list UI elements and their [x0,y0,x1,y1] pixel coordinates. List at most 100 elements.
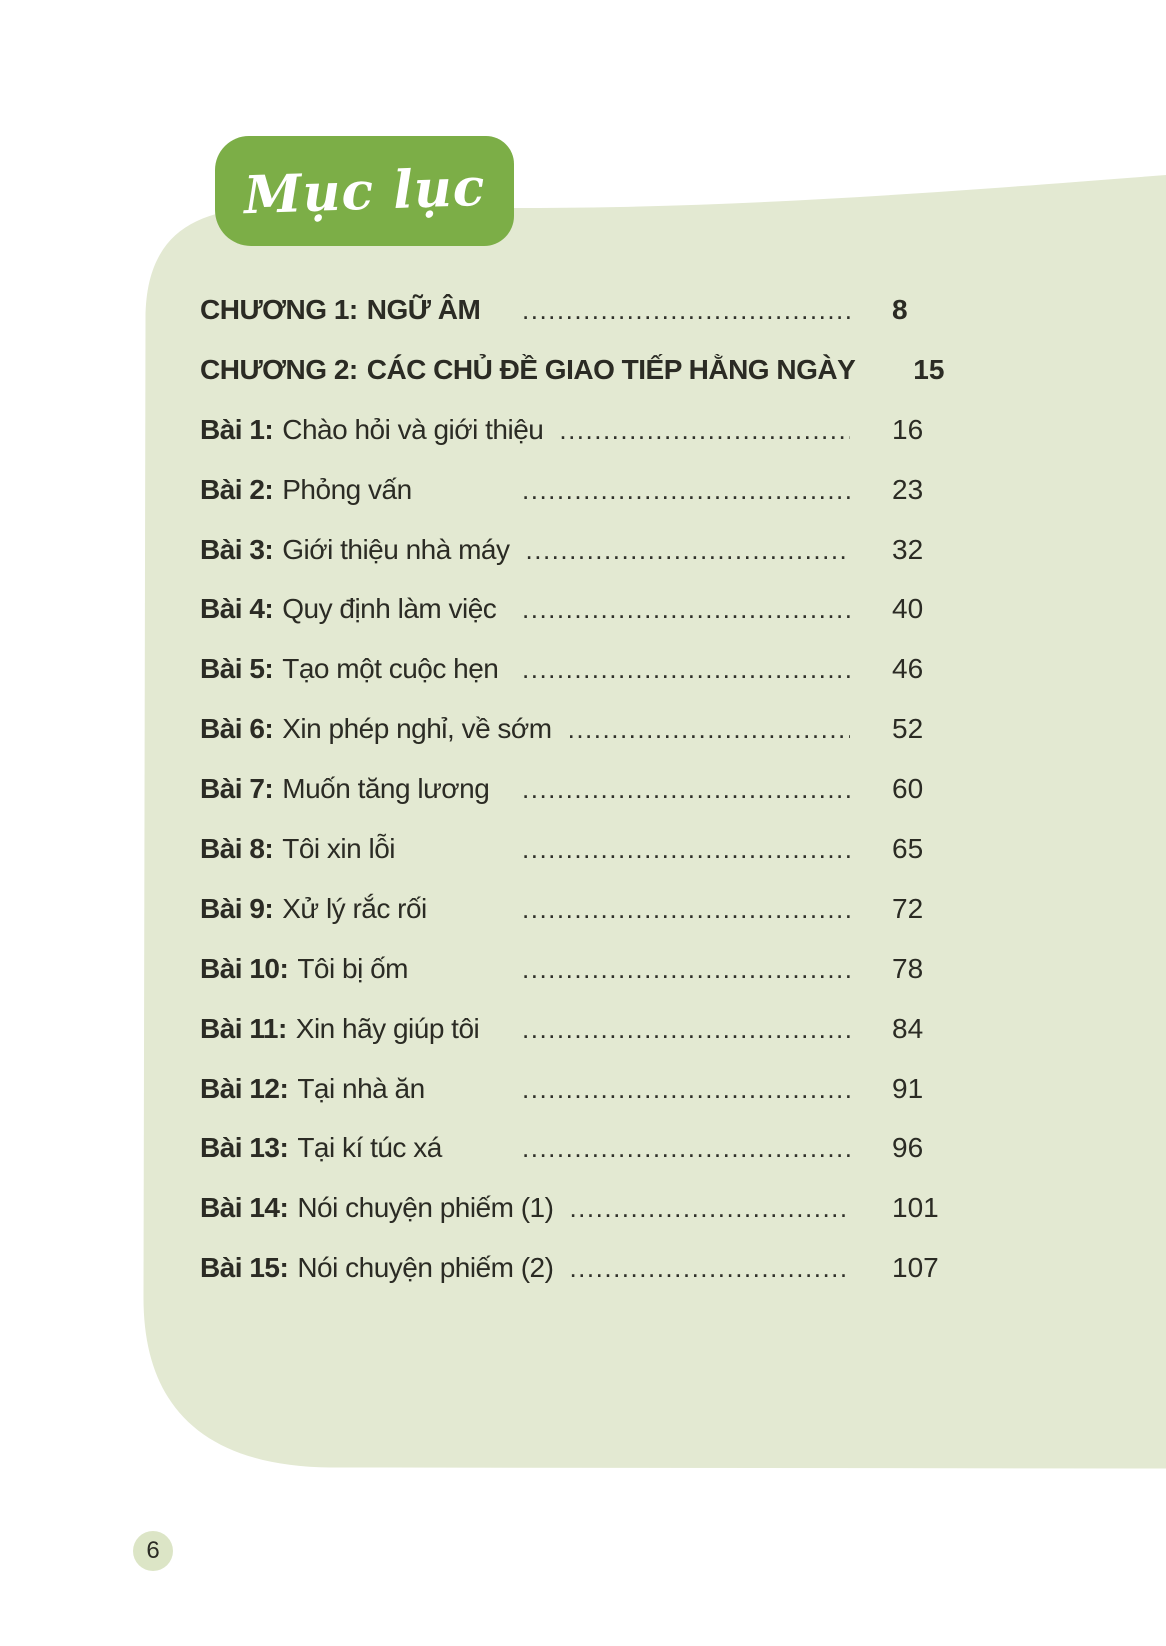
toc-entry-label: Bài 6: Xin phép nghỉ, về sớm [200,699,558,759]
toc-entry-prefix: Bài 2: [200,473,274,505]
dot-leader [569,1238,850,1299]
toc-title: Mục lục [242,156,487,226]
toc-entry: Bài 14:Nói chuyện phiếm (1) 101 [200,1178,960,1238]
toc-entry-page-number: 16 [892,413,924,445]
toc-entry-title: Muốn tăng lương [282,773,490,805]
toc-entry-label: Bài 5: Tạo một cuộc hẹn [200,639,512,699]
dot-leader [526,520,851,581]
toc-entry: Bài 4:Quy định làm việc 40 [200,579,960,639]
toc-entry: Bài 5:Tạo một cuộc hẹn 46 [200,639,960,699]
toc-entry: Bài 8:Tôi xin lỗi 65 [200,819,960,879]
toc-list: CHƯƠNG 1: NGỮ ÂM 8 CHƯƠNG 2:CÁC CHỦ ĐỀ GI… [200,280,960,1298]
dot-leader [522,879,850,940]
toc-entry-title: Xử lý rắc rối [282,892,427,924]
toc-entry-title: Phỏng vấn [282,473,412,505]
toc-entry: Bài 3:Giới thiệu nhà máy 32 [200,520,960,580]
dot-leader [522,939,850,1000]
toc-entry: CHƯƠNG 1: NGỮ ÂM 8 [200,280,960,340]
toc-entry-prefix: Bài 15: [200,1252,289,1284]
dot-leader [522,579,850,640]
toc-entry-page-number: 32 [892,533,924,565]
toc-entry-label: CHƯƠNG 2: CÁC CHỦ ĐỀ GIAO TIẾP HẰNG NGÀY [200,340,861,400]
toc-entry-label: Bài 14: Nói chuyện phiếm (1) [200,1178,559,1238]
toc-entry-prefix: Bài 10: [200,952,289,984]
toc-entry-prefix: Bài 4: [200,593,274,625]
toc-entry-label: Bài 7: Muốn tăng lương [200,759,512,819]
toc-entry-prefix: Bài 6: [200,713,274,745]
toc-entry-prefix: Bài 13: [200,1132,289,1164]
toc-entry-page-number: 52 [892,713,924,745]
toc-entry-title: Nói chuyện phiếm (1) [297,1192,554,1224]
dot-leader [522,280,850,341]
dot-leader [522,819,850,880]
dot-leader [522,999,850,1060]
toc-entry-title: Tôi bị ốm [297,952,408,984]
folio-circle: 6 [133,1531,173,1571]
folio-page-number: 6 [146,1537,160,1564]
toc-entry: Bài 7:Muốn tăng lương 60 [200,759,960,819]
dot-leader [522,460,850,521]
toc-entry-page-number: 15 [913,353,945,385]
toc-entry-page-number: 101 [892,1192,939,1224]
toc-entry-label: Bài 8: Tôi xin lỗi [200,819,512,879]
toc-entry-prefix: Bài 14: [200,1192,289,1224]
toc-entry-title: Giới thiệu nhà máy [282,533,510,565]
toc-entry-label: Bài 4: Quy định làm việc [200,579,512,639]
toc-entry-page-number: 46 [892,653,924,685]
toc-entry-page-number: 40 [892,593,924,625]
dot-leader [522,1059,850,1120]
dot-leader [522,1118,850,1179]
toc-entry-title: CÁC CHỦ ĐỀ GIAO TIẾP HẰNG NGÀY [366,353,856,385]
toc-entry-title: Chào hỏi và giới thiệu [282,413,544,445]
toc-entry: CHƯƠNG 2: CÁC CHỦ ĐỀ GIAO TIẾP HẰNG NGÀY … [200,340,960,400]
toc-entry-page-number: 60 [892,773,924,805]
toc-entry-prefix: Bài 3: [200,533,274,565]
toc-entry-page-number: 72 [892,892,924,924]
toc-entry-title: NGỮ ÂM [366,294,481,325]
toc-entry: Bài 15:Nói chuyện phiếm (2) 107 [200,1238,960,1298]
toc-entry-title: Tạo một cuộc hẹn [282,653,499,685]
toc-entry-label: Bài 13: Tại kí túc xá [200,1118,512,1178]
toc-entry: Bài 6:Xin phép nghỉ, về sớm 52 [200,699,960,759]
toc-entry-prefix: CHƯƠNG 1: [200,294,358,325]
toc-entry-page-number: 78 [892,952,924,984]
toc-entry-title: Quy định làm việc [282,593,497,625]
toc-entry-title: Tại kí túc xá [297,1132,442,1164]
toc-entry-page-number: 84 [892,1012,924,1044]
dot-leader [522,759,850,820]
toc-entry-prefix: Bài 8: [200,833,274,865]
toc-entry: Bài 13:Tại kí túc xá 96 [200,1118,960,1178]
toc-entry-prefix: Bài 11: [200,1012,287,1044]
toc-entry-page-number: 65 [892,833,924,865]
toc-entry: Bài 9:Xử lý rắc rối 72 [200,879,960,939]
toc-entry-page-number: 23 [892,473,924,505]
toc-entry-page-number: 96 [892,1132,924,1164]
dot-leader [559,400,850,461]
toc-entry-title: Xin hãy giúp tôi [295,1012,480,1044]
toc-entry-label: CHƯƠNG 1: NGỮ ÂM [200,280,512,340]
toc-entry-prefix: CHƯƠNG 2: [200,353,358,385]
toc-entry-page-number: 107 [892,1252,939,1284]
toc-entry: Bài 11:Xin hãy giúp tôi 84 [200,999,960,1059]
dot-leader [568,699,850,760]
toc-entry-label: Bài 15: Nói chuyện phiếm (2) [200,1238,559,1298]
toc-entry-label: Bài 12: Tại nhà ăn [200,1059,512,1119]
toc-entry-prefix: Bài 1: [200,413,274,445]
toc-entry-prefix: Bài 7: [200,773,274,805]
toc-entry-label: Bài 2: Phỏng vấn [200,460,512,520]
toc-entry-label: Bài 1: Chào hỏi và giới thiệu [200,400,549,460]
dot-leader [569,1178,850,1239]
toc-entry-prefix: Bài 12: [200,1072,289,1104]
toc-header-badge: Mục lục [215,136,514,246]
toc-entry-page-number: 91 [892,1072,924,1104]
toc-entry-page-number: 8 [892,294,908,325]
toc-entry: Bài 2:Phỏng vấn 23 [200,460,960,520]
toc-entry: Bài 12:Tại nhà ăn 91 [200,1059,960,1119]
toc-entry-title: Tôi xin lỗi [282,833,396,865]
toc-entry-label: Bài 11: Xin hãy giúp tôi [200,999,512,1059]
toc-entry: Bài 10:Tôi bị ốm 78 [200,939,960,999]
toc-entry-prefix: Bài 5: [200,653,274,685]
toc-entry-title: Nói chuyện phiếm (2) [297,1252,554,1284]
toc-entry-title: Tại nhà ăn [297,1072,425,1104]
